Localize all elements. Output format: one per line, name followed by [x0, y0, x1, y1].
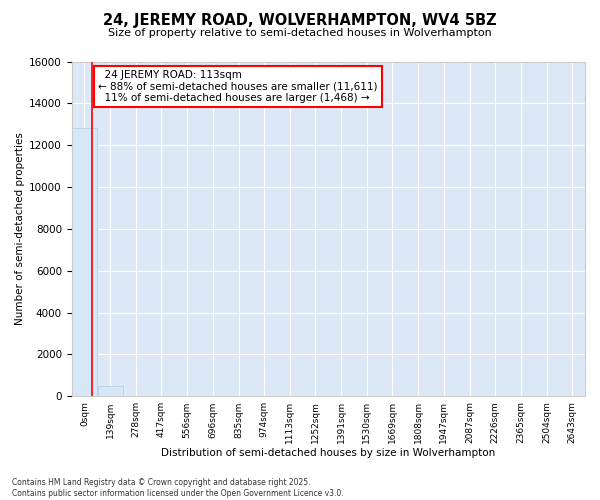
- Y-axis label: Number of semi-detached properties: Number of semi-detached properties: [15, 132, 25, 326]
- Text: 24, JEREMY ROAD, WOLVERHAMPTON, WV4 5BZ: 24, JEREMY ROAD, WOLVERHAMPTON, WV4 5BZ: [103, 12, 497, 28]
- Text: Contains HM Land Registry data © Crown copyright and database right 2025.
Contai: Contains HM Land Registry data © Crown c…: [12, 478, 344, 498]
- X-axis label: Distribution of semi-detached houses by size in Wolverhampton: Distribution of semi-detached houses by …: [161, 448, 496, 458]
- Bar: [98, 386, 122, 396]
- Text: 24 JEREMY ROAD: 113sqm
← 88% of semi-detached houses are smaller (11,611)
  11% : 24 JEREMY ROAD: 113sqm ← 88% of semi-det…: [98, 70, 377, 103]
- Text: Size of property relative to semi-detached houses in Wolverhampton: Size of property relative to semi-detach…: [108, 28, 492, 38]
- Bar: [72, 128, 97, 396]
